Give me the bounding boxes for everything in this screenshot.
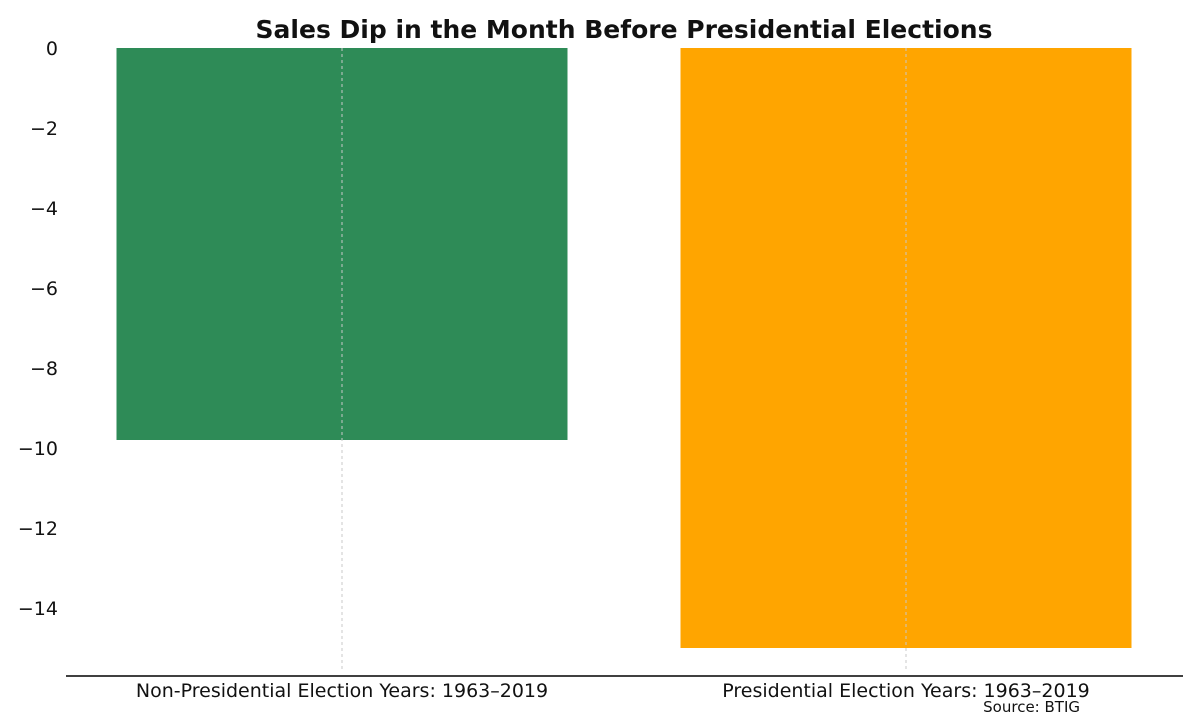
x-category-label: Presidential Election Years: 1963–2019	[722, 680, 1090, 702]
x-category-label: Non-Presidential Election Years: 1963–20…	[136, 680, 548, 702]
y-tick-label: 0	[46, 38, 58, 60]
y-tick-label: −6	[30, 278, 58, 300]
y-axis-ticks: 0 −2 −4 −6 −8 −10 −12 −14	[18, 38, 58, 620]
y-tick-label: −14	[18, 598, 58, 620]
y-tick-label: −8	[30, 358, 58, 380]
chart-title: Sales Dip in the Month Before Presidenti…	[256, 15, 993, 44]
bar-1	[116, 48, 568, 440]
y-tick-label: −4	[30, 198, 58, 220]
y-tick-label: −10	[18, 438, 58, 460]
y-tick-label: −2	[30, 118, 58, 140]
bars-layer	[116, 48, 1132, 670]
y-tick-label: −12	[18, 518, 58, 540]
x-axis-labels: Non-Presidential Election Years: 1963–20…	[136, 680, 1090, 702]
source-note: Source: BTIG	[983, 698, 1080, 716]
